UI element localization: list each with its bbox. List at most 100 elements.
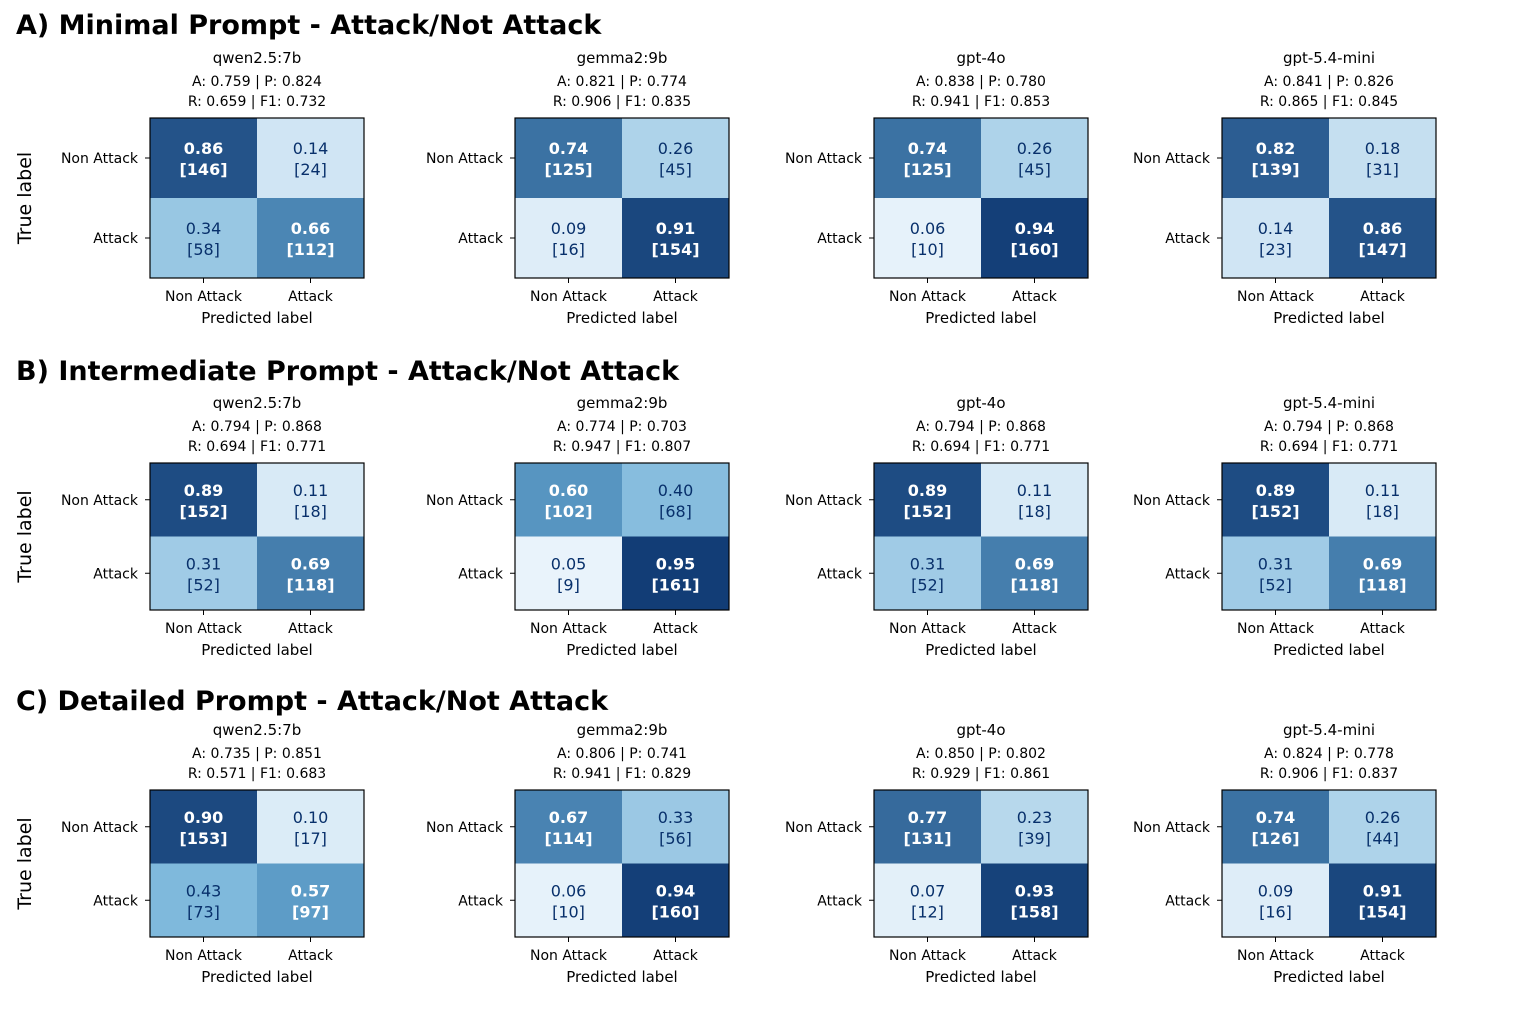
y-tick-label: Non Attack — [61, 820, 139, 836]
x-tick-label: Attack — [288, 948, 334, 964]
confusion-matrix-panel: gpt-4o A: 0.794 | P: 0.868 R: 0.694 | F1: … — [785, 394, 1089, 659]
confusion-matrix-panel: gemma2:9b A: 0.774 | P: 0.703 R: 0.947 | F… — [426, 394, 730, 659]
metrics-line-1: A: 0.821 | P: 0.774 — [557, 74, 687, 90]
matrix-cell — [257, 790, 364, 864]
x-axis-label: Predicted label — [1273, 309, 1384, 327]
y-tick-label: Non Attack — [1133, 820, 1211, 836]
x-tick-label: Non Attack — [1237, 948, 1315, 964]
metrics-line-2: R: 0.694 | F1: 0.771 — [1260, 439, 1398, 455]
cell-value-label: 0.91 — [656, 219, 695, 238]
y-tick-label: Non Attack — [61, 151, 139, 167]
cell-value-label: 0.66 — [291, 219, 330, 238]
metrics-line-1: A: 0.774 | P: 0.703 — [557, 419, 687, 435]
cell-count-label: [17] — [294, 829, 327, 848]
cell-value-label: 0.86 — [184, 139, 223, 158]
cell-value-label: 0.90 — [184, 808, 223, 827]
confusion-matrix-panel: qwen2.5:7b A: 0.794 | P: 0.868 R: 0.694 | … — [14, 394, 365, 659]
x-tick-label: Non Attack — [165, 621, 243, 637]
confusion-matrix-panel: gemma2:9b A: 0.806 | P: 0.741 R: 0.941 | F… — [426, 721, 730, 986]
matrix-cell — [257, 198, 364, 278]
y-tick-label: Attack — [1165, 566, 1211, 582]
cell-count-label: [152] — [179, 502, 227, 521]
x-tick-label: Non Attack — [165, 948, 243, 964]
matrix-cell — [981, 198, 1088, 278]
cell-count-label: [9] — [557, 575, 580, 594]
x-tick-label: Attack — [653, 948, 699, 964]
confusion-matrix-panel: gpt-5.4-mini A: 0.841 | P: 0.826 R: 0.865 … — [1133, 49, 1437, 327]
cell-value-label: 0.07 — [910, 881, 946, 900]
matrix-cell — [1329, 536, 1436, 610]
matrix-cell — [515, 863, 622, 937]
cell-value-label: 0.05 — [551, 554, 587, 573]
metrics-line-1: A: 0.794 | P: 0.868 — [1264, 419, 1394, 435]
cell-value-label: 0.33 — [658, 808, 694, 827]
x-tick-label: Attack — [1012, 289, 1058, 305]
cell-count-label: [154] — [651, 240, 699, 259]
model-title: gemma2:9b — [577, 394, 668, 412]
y-tick-label: Attack — [93, 231, 139, 247]
x-axis-label: Predicted label — [925, 641, 1036, 659]
matrix-cell — [622, 790, 729, 864]
cell-value-label: 0.69 — [291, 554, 330, 573]
metrics-line-2: R: 0.941 | F1: 0.829 — [553, 766, 691, 782]
cell-value-label: 0.09 — [1258, 881, 1294, 900]
x-tick-label: Attack — [1012, 948, 1058, 964]
matrix-frame — [149, 117, 365, 279]
cell-count-label: [16] — [552, 240, 585, 259]
cell-value-label: 0.89 — [1256, 481, 1295, 500]
matrix-cell — [1222, 536, 1329, 610]
matrix-frame — [514, 462, 730, 611]
cell-value-label: 0.23 — [1017, 808, 1053, 827]
confusion-matrix-panel: gemma2:9b A: 0.821 | P: 0.774 R: 0.906 | F… — [426, 49, 730, 327]
matrix-cell — [1329, 790, 1436, 864]
cell-count-label: [10] — [552, 902, 585, 921]
model-title: gemma2:9b — [577, 721, 668, 739]
x-tick-label: Attack — [288, 621, 334, 637]
model-title: gemma2:9b — [577, 49, 668, 67]
matrix-cell — [874, 463, 981, 537]
cell-count-label: [23] — [1259, 240, 1292, 259]
cell-count-label: [73] — [187, 902, 220, 921]
cell-value-label: 0.60 — [549, 481, 588, 500]
matrix-cell — [1222, 118, 1329, 198]
cell-count-label: [125] — [544, 160, 592, 179]
y-tick-label: Attack — [817, 566, 863, 582]
confusion-matrix-panel: gpt-4o A: 0.850 | P: 0.802 R: 0.929 | F1: … — [785, 721, 1089, 986]
matrix-cell — [150, 536, 257, 610]
matrix-cell — [981, 463, 1088, 537]
cell-count-label: [12] — [911, 902, 944, 921]
matrix-frame — [149, 462, 365, 611]
matrix-frame — [514, 789, 730, 938]
cell-value-label: 0.11 — [1017, 481, 1053, 500]
cell-count-label: [153] — [179, 829, 227, 848]
matrix-frame — [514, 117, 730, 279]
matrix-cell — [874, 198, 981, 278]
model-title: gpt-4o — [956, 394, 1005, 412]
cell-count-label: [139] — [1251, 160, 1299, 179]
cell-value-label: 0.26 — [1365, 808, 1401, 827]
x-tick-label: Attack — [1360, 289, 1406, 305]
model-title: gpt-5.4-mini — [1283, 49, 1375, 67]
y-tick-label: Non Attack — [426, 151, 504, 167]
x-axis-label: Predicted label — [925, 309, 1036, 327]
cell-count-label: [56] — [659, 829, 692, 848]
metrics-line-2: R: 0.865 | F1: 0.845 — [1260, 94, 1398, 110]
matrix-cell — [1222, 863, 1329, 937]
matrix-cell — [1222, 198, 1329, 278]
x-tick-label: Attack — [653, 289, 699, 305]
metrics-line-1: A: 0.806 | P: 0.741 — [557, 746, 687, 762]
x-tick-label: Non Attack — [530, 289, 608, 305]
cell-value-label: 0.31 — [186, 554, 222, 573]
cell-value-label: 0.34 — [186, 219, 222, 238]
section-title: C) Detailed Prompt - Attack/Not Attack — [16, 686, 609, 717]
y-tick-label: Attack — [1165, 893, 1211, 909]
x-tick-label: Non Attack — [1237, 289, 1315, 305]
y-axis-label: True label — [14, 817, 36, 910]
cell-value-label: 0.86 — [1363, 219, 1402, 238]
cell-value-label: 0.77 — [908, 808, 947, 827]
metrics-line-2: R: 0.694 | F1: 0.771 — [912, 439, 1050, 455]
model-title: gpt-5.4-mini — [1283, 394, 1375, 412]
matrix-cell — [1222, 790, 1329, 864]
metrics-line-2: R: 0.941 | F1: 0.853 — [912, 94, 1050, 110]
cell-value-label: 0.31 — [1258, 554, 1294, 573]
